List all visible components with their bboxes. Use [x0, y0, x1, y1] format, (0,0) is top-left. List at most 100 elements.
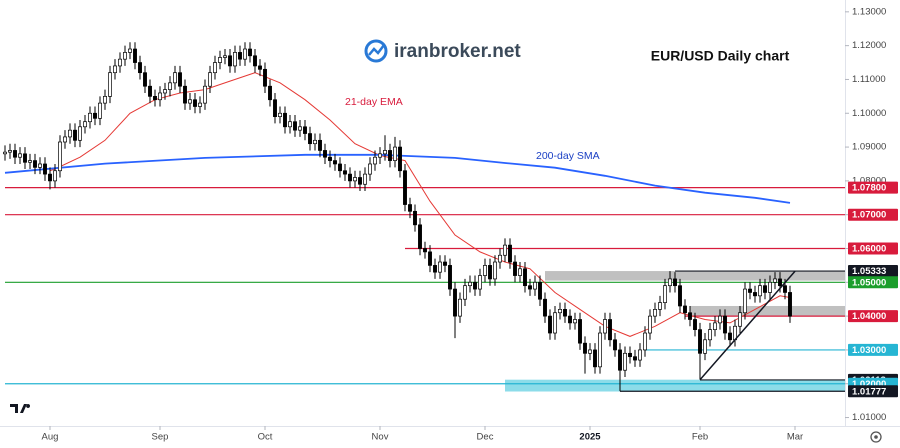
candle-body — [163, 89, 167, 94]
candle-body — [548, 315, 552, 334]
level-label-box — [848, 181, 898, 194]
candle-body — [368, 163, 372, 175]
candle-body — [233, 52, 237, 67]
candle-body — [13, 150, 17, 158]
candle-body — [718, 315, 722, 324]
candle-body — [393, 146, 397, 161]
candle-body — [433, 265, 437, 273]
watermark: iranbroker.net — [364, 39, 521, 63]
candle-body — [328, 156, 332, 161]
candle-body — [473, 281, 477, 290]
candle-body — [73, 129, 77, 141]
candle-body — [198, 102, 202, 107]
candle-body — [278, 112, 282, 117]
zone — [505, 379, 845, 392]
x-tick-label: 2025 — [579, 432, 601, 443]
x-tick-label: Mar — [787, 432, 803, 443]
candle-body — [648, 315, 652, 334]
candle-body — [133, 48, 137, 63]
candle-body — [578, 319, 582, 344]
candle-body — [568, 315, 572, 324]
candle-body — [108, 72, 112, 97]
level-label: 1.04000 — [852, 311, 886, 322]
candle-body — [33, 160, 37, 168]
candle-body — [408, 204, 412, 212]
candle-body — [613, 339, 617, 351]
candle-body — [373, 156, 377, 165]
candle-body — [158, 92, 162, 101]
settings-icon[interactable] — [870, 431, 882, 443]
zone — [545, 271, 845, 281]
y-tick-label: 1.09000 — [852, 142, 886, 153]
candle-body — [223, 55, 227, 58]
candle-body — [378, 153, 382, 158]
y-tick-label: 1.12000 — [852, 40, 886, 51]
sma-annotation: 200-day SMA — [536, 150, 600, 162]
candle-body — [413, 210, 417, 226]
candle-body — [3, 151, 7, 155]
candle-body — [38, 163, 42, 168]
candle-body — [493, 261, 497, 280]
candle-body — [703, 339, 707, 354]
candle-body — [268, 85, 272, 101]
candle-body — [683, 305, 687, 314]
candle-body — [188, 99, 192, 104]
candle-body — [618, 349, 622, 371]
candle-body — [533, 281, 537, 290]
candle-body — [168, 82, 172, 90]
candle-body — [748, 288, 752, 293]
candle-body — [543, 298, 547, 317]
candle-body — [458, 298, 462, 317]
candle-body — [588, 349, 592, 354]
level-label: 1.05333 — [852, 266, 886, 277]
candle-body — [193, 99, 197, 107]
candle-body — [418, 224, 422, 249]
level-label-box — [848, 343, 898, 356]
x-tick-label: Nov — [372, 432, 389, 443]
candle-body — [638, 349, 642, 361]
settings-icon-center[interactable] — [874, 435, 878, 439]
candle-body — [53, 170, 57, 182]
candle-body — [608, 319, 612, 341]
candle-body — [688, 312, 692, 320]
candle-body — [438, 261, 442, 273]
candle-body — [228, 55, 232, 67]
candle-body — [148, 85, 152, 97]
candle-body — [713, 322, 717, 330]
candle-body — [738, 312, 742, 327]
candle-body — [693, 319, 697, 330]
candle-body — [63, 136, 67, 143]
level-label: 1.07000 — [852, 210, 886, 221]
settings-button[interactable] — [870, 431, 882, 443]
candle-body — [98, 102, 102, 119]
candle-body — [313, 139, 317, 145]
candle-body — [443, 261, 447, 266]
candle-body — [293, 121, 297, 131]
candle-body — [563, 309, 567, 317]
candle-body — [213, 62, 217, 74]
candle-body — [583, 342, 587, 354]
y-tick-label: 1.11000 — [852, 74, 886, 85]
y-tick-label: 1.01000 — [852, 412, 886, 423]
candle-body — [763, 285, 767, 293]
candle-body — [513, 261, 517, 276]
candle-body — [698, 329, 702, 354]
candle-body — [598, 332, 602, 368]
candle-body — [78, 126, 82, 141]
candle-body — [423, 248, 427, 253]
candle-body — [658, 302, 662, 310]
candle-body — [398, 146, 402, 172]
candle-body — [283, 112, 287, 128]
candle-body — [723, 315, 727, 334]
y-tick-label: 1.08000 — [852, 175, 886, 186]
candle-body — [678, 285, 682, 307]
candle-body — [363, 173, 367, 185]
candle-body — [343, 170, 347, 175]
candle-body — [553, 312, 557, 334]
candle-body — [643, 332, 647, 351]
candle-body — [768, 281, 772, 293]
candle-body — [668, 278, 672, 287]
candle-body — [518, 268, 522, 276]
candle-body — [218, 57, 222, 63]
